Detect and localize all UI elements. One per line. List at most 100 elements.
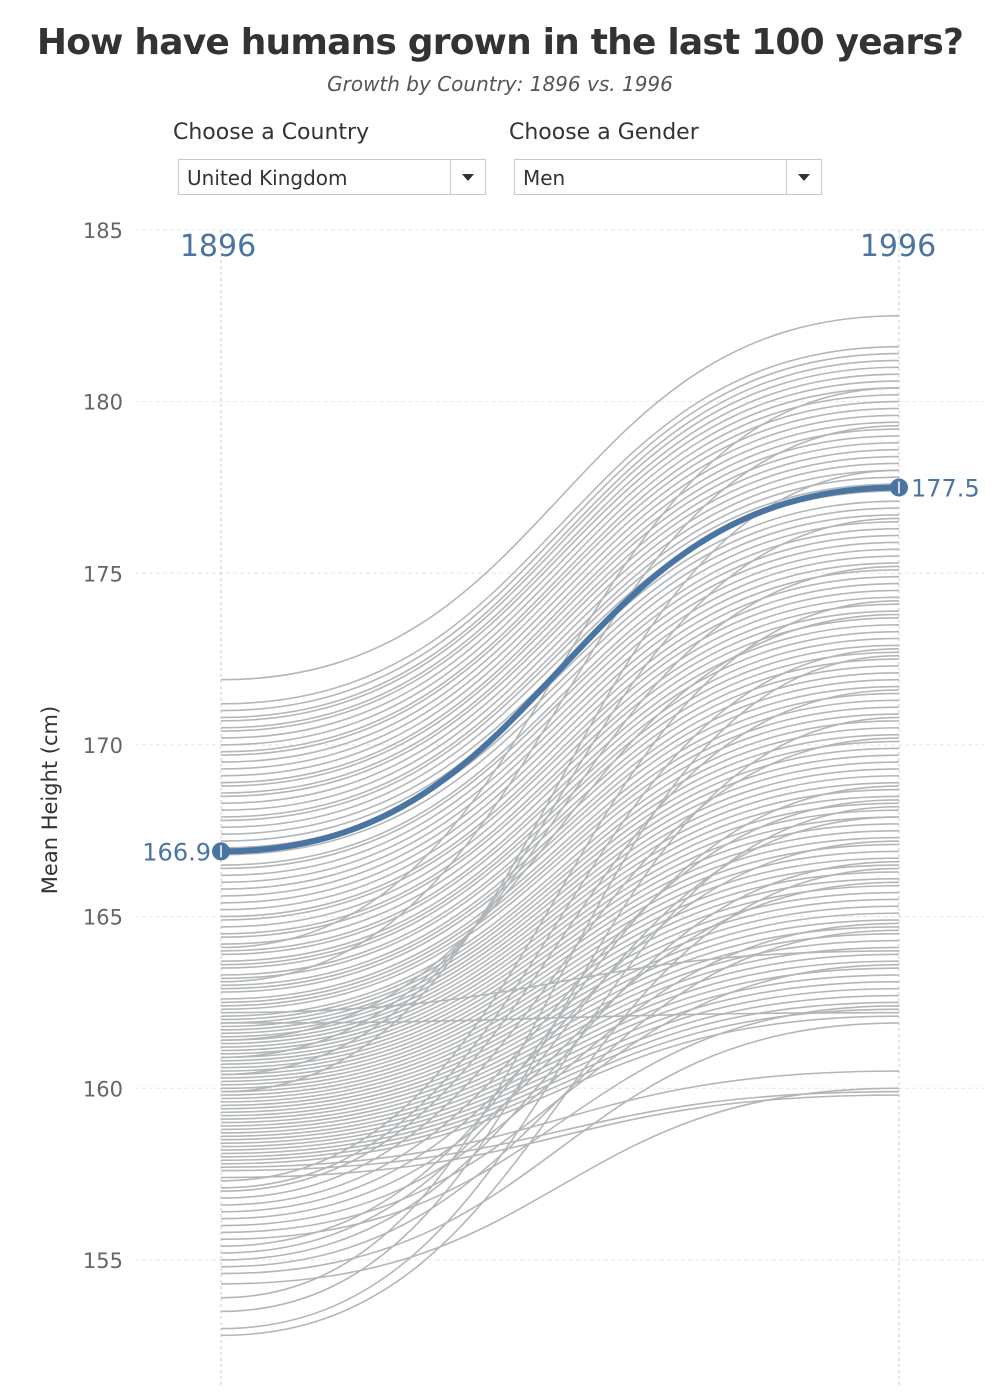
- country-line: [220, 799, 900, 1206]
- country-line: [220, 407, 900, 756]
- country-line: [220, 974, 900, 1144]
- country-line: [220, 448, 900, 794]
- country-line: [220, 387, 900, 739]
- country-line: [220, 689, 900, 1192]
- country-line: [220, 946, 900, 1131]
- country-line: [220, 775, 900, 1045]
- country-line: [220, 836, 900, 1076]
- country-line: [220, 699, 900, 1004]
- country-line: [220, 788, 900, 1052]
- country-line: [220, 442, 900, 787]
- country-line: [220, 860, 900, 1261]
- country-line: [220, 795, 900, 1055]
- y-tick-label: 185: [83, 219, 123, 243]
- country-line: [220, 665, 900, 980]
- country-line: [220, 1011, 900, 1024]
- year-1996-label: 1996: [860, 229, 936, 264]
- country-line: [220, 352, 900, 712]
- country-line: [220, 740, 900, 1028]
- country-dropdown-value: United Kingdom: [187, 166, 348, 190]
- country-dropdown-toggle[interactable]: [450, 160, 485, 194]
- y-tick-label: 180: [83, 391, 123, 415]
- country-line: [220, 857, 900, 1086]
- highlight-line[interactable]: [218, 484, 902, 855]
- gender-dropdown-value: Men: [523, 166, 566, 190]
- country-line: [220, 400, 900, 753]
- country-line: [220, 785, 900, 1247]
- year-1896-label: 1896: [180, 229, 256, 264]
- country-line: [220, 692, 900, 1000]
- country-line: [220, 1015, 900, 1165]
- country-line: [220, 1008, 900, 1162]
- country-line: [220, 555, 900, 890]
- page-subtitle: Growth by Country: 1896 vs. 1996: [327, 72, 673, 96]
- country-line: [220, 654, 900, 1299]
- country-line: [220, 816, 900, 1254]
- country-line: [220, 912, 900, 1114]
- country-line: [220, 685, 900, 993]
- country-line: [220, 582, 900, 918]
- country-line: [220, 521, 900, 856]
- country-line: [220, 469, 900, 811]
- y-tick-label: 155: [83, 1249, 123, 1273]
- country-line: [220, 981, 900, 1148]
- country-line: [220, 421, 900, 770]
- gender-dropdown[interactable]: Men: [514, 159, 822, 195]
- country-line: [220, 737, 900, 1199]
- country-line: [220, 939, 900, 1127]
- highlight-end-label: 177.5: [911, 474, 980, 502]
- country-line: [220, 541, 900, 877]
- country-line: [220, 867, 900, 1337]
- country-line: [220, 1090, 900, 1172]
- country-line: [220, 727, 900, 1021]
- country-line: [220, 929, 900, 1268]
- y-tick-label: 165: [83, 906, 123, 930]
- y-tick-label: 175: [83, 562, 123, 586]
- country-line: [220, 373, 900, 729]
- country-line: [220, 534, 900, 870]
- country-line: [220, 462, 900, 805]
- country-line: [220, 891, 900, 1103]
- y-tick-label: 160: [83, 1077, 123, 1101]
- country-line: [220, 933, 900, 1124]
- country-line: [220, 359, 900, 719]
- country-line: [220, 428, 900, 777]
- country-line: [220, 394, 900, 746]
- country-line: [220, 805, 900, 1330]
- country-line: [220, 610, 900, 938]
- country-line: [220, 678, 900, 990]
- country-dropdown[interactable]: United Kingdom: [178, 159, 486, 195]
- country-line: [220, 1094, 900, 1179]
- country-line: [220, 315, 900, 681]
- page-title: How have humans grown in the last 100 ye…: [36, 22, 964, 63]
- country-line: [220, 926, 900, 1120]
- country-line: [220, 455, 900, 798]
- country-line: [220, 517, 900, 1076]
- gender-dropdown-toggle[interactable]: [786, 160, 821, 194]
- country-lines: [220, 315, 900, 1337]
- country-line: [220, 1087, 900, 1285]
- country-line: [220, 435, 900, 784]
- chevron-down-icon: [462, 174, 474, 181]
- country-line: [220, 414, 900, 763]
- country-line: [220, 878, 900, 1096]
- country-line: [220, 637, 900, 962]
- country-line: [220, 1070, 900, 1168]
- country-line: [220, 922, 900, 1227]
- country-line: [220, 569, 900, 904]
- country-line: [220, 713, 900, 1011]
- country-line: [220, 905, 900, 1110]
- country-line: [220, 658, 900, 976]
- country-line: [220, 884, 900, 1100]
- country-line: [220, 596, 900, 928]
- country-line: [220, 483, 900, 822]
- country-line: [220, 600, 900, 1182]
- country-line: [220, 843, 900, 1079]
- country-line: [220, 613, 900, 1041]
- country-line: [220, 648, 900, 1189]
- country-line: [220, 575, 900, 911]
- country-line: [220, 1022, 900, 1275]
- country-line: [220, 527, 900, 866]
- y-tick-label: 170: [83, 734, 123, 758]
